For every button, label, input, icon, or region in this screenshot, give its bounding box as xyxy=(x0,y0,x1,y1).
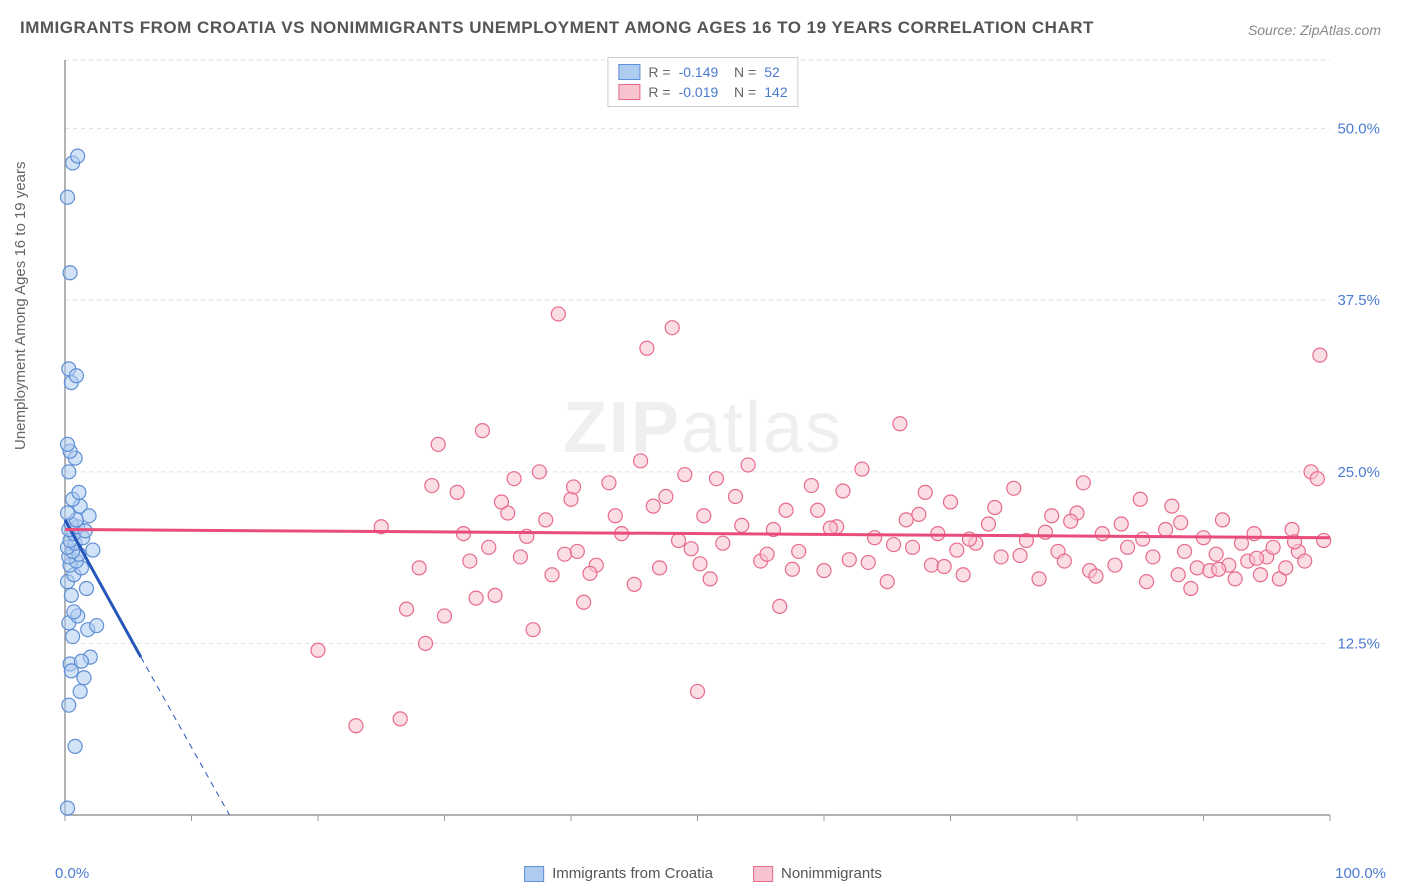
legend-swatch-2 xyxy=(618,84,640,100)
legend-swatch-1 xyxy=(618,64,640,80)
chart-title: IMMIGRANTS FROM CROATIA VS NONIMMIGRANTS… xyxy=(20,18,1094,38)
source-label: Source: ZipAtlas.com xyxy=(1248,22,1381,38)
scatter-plot: 12.5% 25.0% 37.5% 50.0% xyxy=(55,55,1385,845)
x-max-label: 100.0% xyxy=(1335,865,1386,882)
correlation-legend: R = -0.149 N = 52 R = -0.019 N = 142 xyxy=(607,57,798,107)
legend-item-1: Immigrants from Croatia xyxy=(524,865,713,882)
chart-area: 12.5% 25.0% 37.5% 50.0% xyxy=(55,55,1385,845)
svg-text:12.5%: 12.5% xyxy=(1337,635,1380,652)
legend-row-1: R = -0.149 N = 52 xyxy=(618,62,787,82)
svg-text:25.0%: 25.0% xyxy=(1337,464,1380,481)
series-legend: Immigrants from Croatia Nonimmigrants xyxy=(524,865,882,882)
y-axis-label: Unemployment Among Ages 16 to 19 years xyxy=(12,161,29,450)
legend-row-2: R = -0.019 N = 142 xyxy=(618,82,787,102)
legend-swatch-icon xyxy=(753,866,773,882)
legend-label: Immigrants from Croatia xyxy=(552,865,713,882)
legend-swatch-icon xyxy=(524,866,544,882)
svg-text:37.5%: 37.5% xyxy=(1337,292,1380,309)
legend-item-2: Nonimmigrants xyxy=(753,865,882,882)
legend-label: Nonimmigrants xyxy=(781,865,882,882)
svg-text:50.0%: 50.0% xyxy=(1337,121,1380,138)
x-min-label: 0.0% xyxy=(55,865,89,882)
